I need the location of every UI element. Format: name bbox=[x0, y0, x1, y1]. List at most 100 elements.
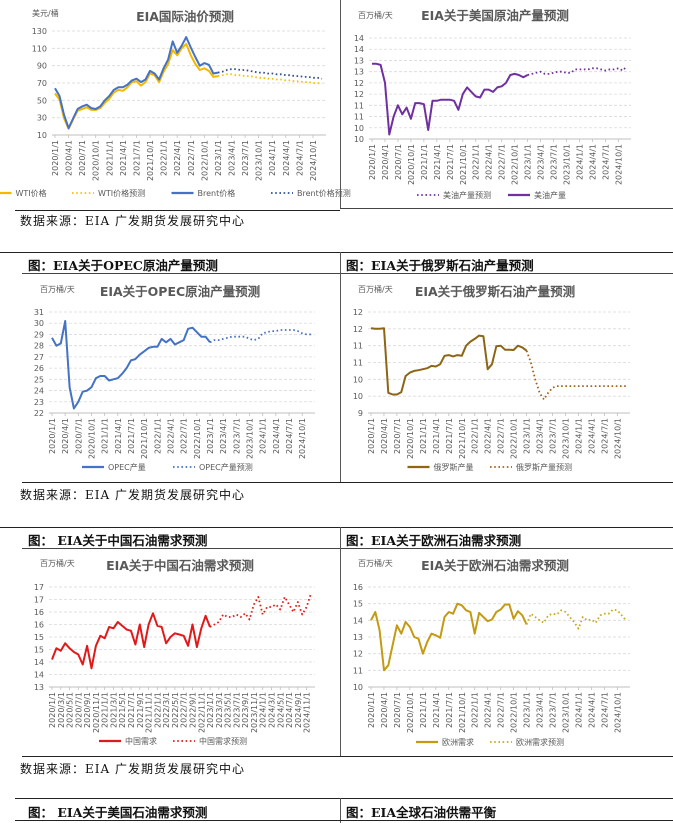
legend-label: 俄罗斯产量 bbox=[434, 462, 474, 472]
figure-header-left: 图： EIA关于中国石油需求预测 bbox=[28, 533, 208, 548]
y-tick-label: 15 bbox=[34, 646, 44, 655]
chart-title: EIA关于欧洲石油需求预测 bbox=[421, 558, 569, 573]
x-tick-label: 2022/4/1 bbox=[173, 140, 182, 176]
x-tick-label: 2021/4/1 bbox=[114, 418, 123, 454]
x-tick-label: 2021/4/1 bbox=[119, 140, 128, 176]
x-tick-label: 2021/1/1 bbox=[101, 692, 110, 728]
x-tick-label: 2021/1/1 bbox=[419, 692, 428, 728]
y-tick-label: 24 bbox=[34, 387, 44, 396]
x-tick-label: 2023/7/1 bbox=[549, 692, 558, 728]
y-tick-label: 12 bbox=[354, 90, 364, 99]
x-tick-label: 2022/1/1 bbox=[153, 418, 162, 454]
x-tick-label: 2020/7/1 bbox=[394, 144, 403, 180]
x-tick-label: 2021/7/1 bbox=[446, 144, 455, 180]
x-tick-label: 2020/10/1 bbox=[407, 144, 416, 185]
x-tick-label: 2021/10/1 bbox=[458, 692, 467, 733]
legend-item: 俄罗斯产量 bbox=[407, 462, 474, 472]
series-line-actual bbox=[54, 36, 219, 130]
x-tick-label: 2024/10/1 bbox=[298, 418, 307, 459]
y-tick-label: 9 bbox=[358, 409, 363, 418]
x-tick-label: 2022/1/1 bbox=[472, 144, 481, 180]
series-line-forecast bbox=[209, 593, 312, 628]
x-tick-label: 2024/4/1 bbox=[272, 418, 281, 454]
y-tick-label: 10 bbox=[353, 683, 363, 692]
legend-label: 欧洲需求预测 bbox=[516, 737, 564, 747]
x-tick-label: 2023/1/1 bbox=[523, 418, 532, 454]
series-line-forecast bbox=[525, 350, 626, 401]
x-tick-label: 2021/10/1 bbox=[140, 418, 149, 459]
x-tick-label: 2022/1/1 bbox=[471, 692, 480, 728]
legend-label: 俄罗斯产量预测 bbox=[516, 462, 572, 472]
legend-item: 俄罗斯产量预测 bbox=[490, 462, 572, 472]
figure-header-right: 图：EIA全球石油供需平衡 bbox=[346, 805, 497, 820]
x-tick-label: 2024/10/1 bbox=[614, 144, 623, 185]
x-tick-label: 2022/9/1 bbox=[188, 692, 197, 728]
x-tick-label: 2020/10/1 bbox=[88, 418, 97, 459]
x-tick-label: 2023/1/1 bbox=[214, 140, 223, 176]
y-tick-label: 14 bbox=[34, 658, 44, 667]
x-tick-label: 2024/10/1 bbox=[309, 140, 318, 181]
source-note: 数据来源：EIA 广发期货发展研究中心 bbox=[20, 214, 245, 228]
legend-item: 美油产量 bbox=[508, 190, 566, 200]
line-chart-5: EIA关于欧洲石油需求预测 百万桶/天 10 11 12 13 14 15 16 2020/1/1… bbox=[353, 558, 630, 747]
x-tick-label: 2023/1/1 bbox=[523, 692, 532, 728]
y-tick-label: 11 bbox=[354, 113, 364, 122]
x-tick-label: 2021/1/1 bbox=[420, 144, 429, 180]
x-tick-label: 2020/3/1 bbox=[57, 692, 66, 728]
y-axis-unit: 百万桶/天 bbox=[358, 10, 393, 20]
y-tick-label: 30 bbox=[37, 114, 47, 123]
panel-divider bbox=[340, 527, 341, 756]
y-axis-unit: 美元/桶 bbox=[32, 8, 59, 18]
chart-title: EIA关于俄罗斯石油产量预测 bbox=[415, 284, 575, 299]
y-tick-label: 10 bbox=[353, 392, 363, 401]
x-tick-label: 2023/7/1 bbox=[550, 144, 559, 180]
legend-item: Brent价格预测 bbox=[271, 188, 351, 198]
y-axis-unit: 百万桶/天 bbox=[358, 284, 393, 294]
y-tick-label: 29 bbox=[34, 330, 44, 339]
legend-item: 中国需求 bbox=[99, 736, 157, 746]
x-tick-label: 2020/7/1 bbox=[78, 140, 87, 176]
y-tick-label: 14 bbox=[34, 671, 44, 680]
x-tick-label: 2021/4/1 bbox=[432, 692, 441, 728]
line-chart-2: EIA关于OPEC原油产量预测 百万桶/天 22 23 24 25 26 27 28 29 30 31… bbox=[34, 284, 315, 472]
x-tick-label: 2021/9/1 bbox=[136, 692, 145, 728]
legend-item: 美油产量预测 bbox=[417, 190, 491, 200]
section-top-border bbox=[0, 252, 673, 253]
x-tick-label: 2024/7/1 bbox=[600, 692, 609, 728]
x-tick-label: 2024/5/1 bbox=[276, 692, 285, 728]
x-tick-label: 2024/3/1 bbox=[267, 692, 276, 728]
y-axis-unit: 百万桶/天 bbox=[40, 558, 75, 568]
y-tick-label: 13 bbox=[354, 68, 364, 77]
x-tick-label: 2024/1/1 bbox=[574, 692, 583, 728]
x-tick-label: 2020/4/1 bbox=[381, 144, 390, 180]
x-tick-label: 2021/7/1 bbox=[127, 418, 136, 454]
legend-item: WTI价格预测 bbox=[72, 188, 145, 198]
chart-title: EIA关于OPEC原油产量预测 bbox=[100, 284, 260, 299]
x-tick-label: 2021/1/1 bbox=[101, 418, 110, 454]
x-tick-label: 2022/7/1 bbox=[180, 418, 189, 454]
series-line-actual bbox=[372, 62, 529, 136]
x-tick-label: 2022/10/1 bbox=[511, 144, 520, 185]
y-tick-label: 10 bbox=[354, 124, 364, 133]
x-tick-label: 2022/3/1 bbox=[162, 692, 171, 728]
x-tick-label: 2021/4/1 bbox=[432, 418, 441, 454]
line-chart-3: EIA关于俄罗斯石油产量预测 百万桶/天 9 10 10 11 11 12 12 2020/1/1… bbox=[353, 284, 630, 472]
x-tick-label: 2024/1/1 bbox=[259, 692, 268, 728]
x-tick-label: 2024/1/1 bbox=[575, 144, 584, 180]
x-tick-label: 2020/1/1 bbox=[368, 144, 377, 180]
chart-title: EIA关于美国原油产量预测 bbox=[421, 8, 569, 23]
series-line-actual bbox=[370, 327, 528, 396]
x-tick-label: 2020/4/1 bbox=[61, 418, 70, 454]
y-tick-label: 14 bbox=[354, 45, 364, 54]
x-tick-label: 2023/1/1 bbox=[206, 418, 215, 454]
panel-divider bbox=[340, 0, 341, 208]
series-line-actual bbox=[51, 320, 211, 410]
x-tick-label: 2020/10/1 bbox=[406, 692, 415, 733]
y-tick-label: 90 bbox=[37, 62, 47, 71]
x-tick-label: 2021/7/1 bbox=[445, 418, 454, 454]
x-tick-label: 2023/10/1 bbox=[246, 418, 255, 459]
legend-item: 欧洲需求预测 bbox=[490, 737, 564, 747]
x-tick-label: 2022/7/1 bbox=[187, 140, 196, 176]
y-tick-label: 13 bbox=[34, 683, 44, 692]
x-tick-label: 2023/10/1 bbox=[561, 692, 570, 733]
